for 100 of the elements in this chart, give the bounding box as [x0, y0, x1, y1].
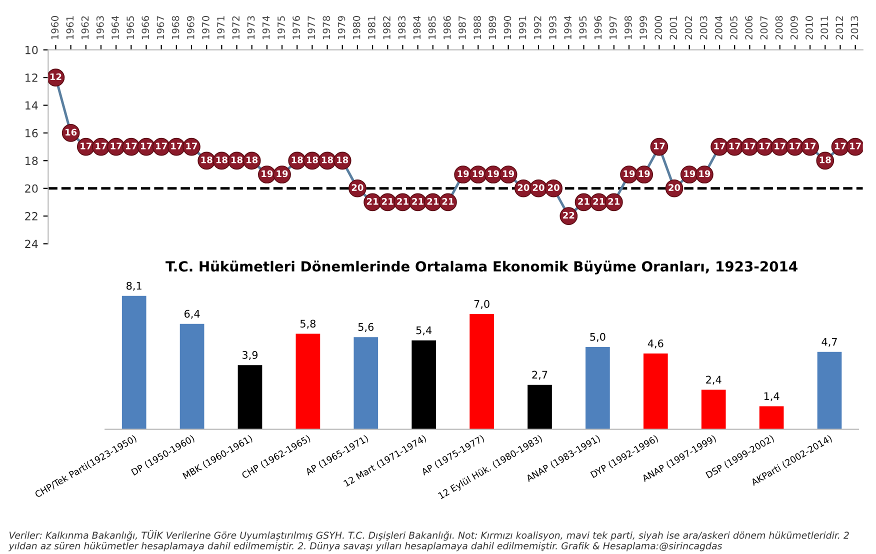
bar	[817, 352, 842, 430]
bar	[586, 346, 610, 430]
data-label: 21	[397, 198, 408, 205]
x-tick-label: 1971	[217, 16, 224, 40]
x-tick-label: 1969	[186, 16, 194, 40]
data-label: 20	[532, 184, 544, 191]
data-label: 17	[126, 142, 137, 150]
data-label: 17	[729, 142, 740, 150]
x-tick-label: 1962	[81, 16, 89, 40]
data-label: 18	[306, 156, 318, 164]
bar	[122, 296, 146, 430]
x-tick-label: 1972	[232, 16, 240, 40]
x-tick-label: 2006	[745, 16, 753, 40]
data-label: 17	[186, 142, 198, 150]
x-tick-label: 1976	[292, 16, 300, 40]
x-tick-label: 1987	[458, 16, 466, 40]
x-tick-label: 2000	[654, 16, 662, 40]
data-label: 17	[774, 142, 786, 150]
x-tick-label: 1998	[624, 16, 632, 40]
x-tick-label: 1970	[202, 16, 210, 40]
x-tick-label: 1997	[609, 16, 617, 40]
x-tick-label: 1980	[352, 16, 360, 40]
y-tick-label: 14	[26, 101, 38, 110]
x-tick-label: 1992	[534, 16, 542, 40]
x-tick-label: 2007	[760, 16, 768, 40]
data-label: 5,4	[416, 326, 432, 336]
data-label: 18	[322, 156, 334, 164]
x-tick-label: 2011	[820, 16, 828, 40]
data-label: 17	[654, 142, 665, 150]
data-label: 17	[110, 142, 122, 150]
x-tick-label: 1961	[66, 16, 74, 40]
data-label: 21	[578, 198, 590, 205]
x-tick-label: 2004	[715, 16, 722, 40]
data-label: 5,6	[358, 323, 374, 332]
bar	[701, 390, 726, 430]
x-tick-label: 1994	[564, 16, 572, 40]
data-label: 18	[246, 156, 258, 164]
data-label: 18	[292, 156, 303, 164]
data-label: 17	[140, 142, 152, 150]
bar	[238, 365, 262, 430]
data-label: 16	[66, 128, 77, 136]
data-label: 17	[171, 142, 182, 150]
x-tick-label: 2013	[850, 16, 858, 40]
bar	[296, 334, 320, 430]
data-label: 7,0	[474, 300, 490, 309]
bar	[412, 340, 436, 430]
x-tick-label: 1986	[443, 16, 451, 40]
bar	[528, 384, 552, 430]
data-label: 17	[760, 142, 770, 150]
data-label: 19	[458, 170, 469, 178]
x-tick-label: 1993	[549, 16, 556, 40]
data-label: 2,4	[706, 376, 722, 385]
data-label: 20	[518, 184, 530, 191]
data-label: 19	[699, 170, 710, 178]
data-label: 8,1	[126, 282, 142, 291]
data-label: 17	[80, 142, 92, 150]
x-tick-label: 1989	[488, 16, 496, 40]
x-tick-label: 1978	[322, 16, 330, 40]
x-tick-label: 1974	[262, 16, 270, 40]
data-label: 17	[834, 142, 846, 150]
data-label: 17	[96, 142, 107, 150]
x-tick-label: 1967	[156, 16, 164, 40]
data-label: 21	[593, 198, 605, 205]
data-label: 17	[850, 142, 861, 150]
chart-title: T.C. Hükümetleri Dönemlerinde Ortalama Ekonomik Büyüme Oranları, 1923-2014	[166, 260, 798, 274]
x-tick-label: 1983	[398, 16, 406, 40]
x-tick-label: 2010	[806, 16, 813, 40]
data-label: 5,0	[590, 332, 606, 342]
text: Veriler: Kalkınma Bakanlığı, TÜİK Verilerine Göre Uyumlaştırılmış GSYH. T.C. Dışişleri Bakanlığı. Not: Kırmızı koalisyon, mavi tek parti, siyah ise ara/askeri dönem hükümetleridir. 2 yıldan az süren hükümetler hesaplamaya dahil edilmemiştir. 2. Dünya savaşı yılları hesaplamaya dahil edilmemiştir. Grafik & Hesaplama:@sirincagdas	[8, 530, 849, 552]
x-tick-label: 1982	[383, 16, 390, 40]
data-label: 20	[548, 184, 560, 191]
data-label: 19	[488, 170, 499, 178]
data-label: 21	[382, 198, 394, 205]
x-tick-label: 1988	[474, 16, 481, 40]
x-tick-label: 1985	[428, 16, 436, 40]
x-tick-label: 1999	[640, 16, 647, 40]
data-label: 21	[442, 198, 454, 205]
data-label: 1,4	[764, 392, 780, 402]
bar	[470, 314, 494, 430]
x-tick-label: 1975	[277, 16, 285, 40]
y-tick-label: 16	[26, 128, 38, 138]
x-tick-label: 2001	[670, 16, 678, 40]
data-label: 12	[50, 73, 62, 80]
bar	[180, 324, 204, 430]
x-tick-label: 1973	[247, 16, 255, 40]
x-tick-label: 1964	[112, 16, 119, 40]
x-tick-label: 1984	[413, 16, 421, 40]
data-label: 17	[714, 142, 726, 150]
data-label: 4,6	[648, 339, 664, 348]
data-label: 17	[804, 142, 816, 150]
data-label: 6,4	[184, 310, 200, 319]
x-tick-label: 1990	[504, 16, 512, 40]
data-label: 3,9	[242, 351, 258, 360]
data-label: 19	[472, 170, 484, 178]
x-tick-label: 1996	[594, 16, 602, 40]
x-tick-label: 1995	[579, 16, 587, 40]
data-label: 19	[638, 170, 650, 178]
data-label: 19	[624, 170, 635, 178]
y-tick-label: 18	[26, 156, 38, 166]
x-tick-label: 2003	[700, 16, 708, 40]
